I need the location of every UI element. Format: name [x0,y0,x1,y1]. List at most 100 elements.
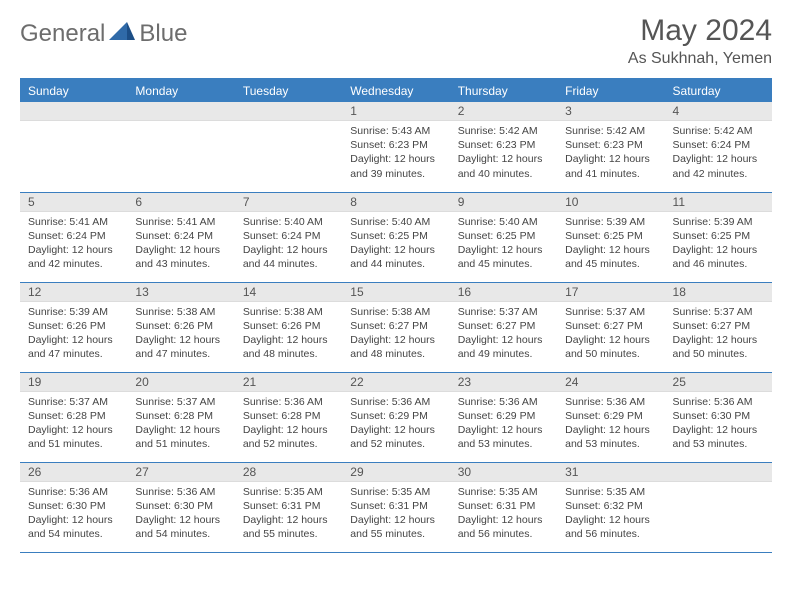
day-sunset: Sunset: 6:27 PM [565,319,656,333]
day-cell: 15 Sunrise: 5:38 AMSunset: 6:27 PMDayligh… [342,282,449,372]
day-daylight: Daylight: 12 hours and 48 minutes. [243,333,334,361]
day-number: 15 [342,283,449,302]
day-body: Sunrise: 5:36 AMSunset: 6:29 PMDaylight:… [450,392,557,456]
day-cell: 14 Sunrise: 5:38 AMSunset: 6:26 PMDayligh… [235,282,342,372]
day-daylight: Daylight: 12 hours and 52 minutes. [350,423,441,451]
day-sunrise: Sunrise: 5:36 AM [28,485,119,499]
day-sunset: Sunset: 6:27 PM [673,319,764,333]
day-daylight: Daylight: 12 hours and 51 minutes. [28,423,119,451]
day-cell: 6Sunrise: 5:41 AMSunset: 6:24 PMDaylight… [127,192,234,282]
col-header: Tuesday [235,79,342,102]
day-sunset: Sunset: 6:23 PM [565,138,656,152]
day-daylight: Daylight: 12 hours and 53 minutes. [565,423,656,451]
day-body: Sunrise: 5:37 AMSunset: 6:27 PMDaylight:… [665,302,772,366]
day-number: 11 [665,193,772,212]
day-number: 14 [235,283,342,302]
day-sunset: Sunset: 6:24 PM [673,138,764,152]
day-sunrise: Sunrise: 5:37 AM [565,305,656,319]
day-sunset: Sunset: 6:24 PM [135,229,226,243]
day-daylight: Daylight: 12 hours and 55 minutes. [350,513,441,541]
day-body: Sunrise: 5:41 AMSunset: 6:24 PMDaylight:… [127,212,234,276]
day-sunrise: Sunrise: 5:41 AM [28,215,119,229]
day-daylight: Daylight: 12 hours and 45 minutes. [458,243,549,271]
day-body: Sunrise: 5:41 AMSunset: 6:24 PMDaylight:… [20,212,127,276]
calendar-head: SundayMondayTuesdayWednesdayThursdayFrid… [20,79,772,102]
day-sunset: Sunset: 6:28 PM [28,409,119,423]
day-number: 6 [127,193,234,212]
table-row: 26Sunrise: 5:36 AMSunset: 6:30 PMDayligh… [20,462,772,552]
day-body [127,121,234,128]
day-number: 2 [450,102,557,121]
day-body: Sunrise: 5:43 AMSunset: 6:23 PMDaylight:… [342,121,449,185]
day-body: Sunrise: 5:37 AMSunset: 6:27 PMDaylight:… [557,302,664,366]
day-body: Sunrise: 5:35 AMSunset: 6:32 PMDaylight:… [557,482,664,546]
day-body [20,121,127,128]
day-number: 27 [127,463,234,482]
day-sunset: Sunset: 6:28 PM [243,409,334,423]
day-sunset: Sunset: 6:23 PM [458,138,549,152]
day-number: 18 [665,283,772,302]
day-sunset: Sunset: 6:31 PM [243,499,334,513]
day-daylight: Daylight: 12 hours and 43 minutes. [135,243,226,271]
day-cell [235,102,342,192]
day-number [665,463,772,482]
day-number [235,102,342,121]
day-number [127,102,234,121]
day-number: 29 [342,463,449,482]
day-body: Sunrise: 5:35 AMSunset: 6:31 PMDaylight:… [235,482,342,546]
day-daylight: Daylight: 12 hours and 56 minutes. [565,513,656,541]
day-sunset: Sunset: 6:29 PM [350,409,441,423]
day-number: 17 [557,283,664,302]
day-body: Sunrise: 5:39 AMSunset: 6:25 PMDaylight:… [665,212,772,276]
day-sunset: Sunset: 6:27 PM [350,319,441,333]
day-body: Sunrise: 5:40 AMSunset: 6:24 PMDaylight:… [235,212,342,276]
day-number: 9 [450,193,557,212]
logo-icon [109,19,135,37]
day-number: 25 [665,373,772,392]
day-daylight: Daylight: 12 hours and 44 minutes. [350,243,441,271]
day-sunrise: Sunrise: 5:37 AM [458,305,549,319]
day-sunrise: Sunrise: 5:39 AM [28,305,119,319]
day-cell: 4Sunrise: 5:42 AMSunset: 6:24 PMDaylight… [665,102,772,192]
day-sunrise: Sunrise: 5:40 AM [243,215,334,229]
day-number: 7 [235,193,342,212]
day-sunrise: Sunrise: 5:42 AM [673,124,764,138]
day-body: Sunrise: 5:42 AMSunset: 6:24 PMDaylight:… [665,121,772,185]
day-body: Sunrise: 5:35 AMSunset: 6:31 PMDaylight:… [342,482,449,546]
day-daylight: Daylight: 12 hours and 53 minutes. [673,423,764,451]
page-title: May 2024 [628,14,772,48]
day-body: Sunrise: 5:42 AMSunset: 6:23 PMDaylight:… [557,121,664,185]
day-number: 23 [450,373,557,392]
day-number: 4 [665,102,772,121]
day-daylight: Daylight: 12 hours and 54 minutes. [28,513,119,541]
day-sunset: Sunset: 6:26 PM [135,319,226,333]
day-sunrise: Sunrise: 5:39 AM [673,215,764,229]
day-sunrise: Sunrise: 5:42 AM [458,124,549,138]
day-cell: 7Sunrise: 5:40 AMSunset: 6:24 PMDaylight… [235,192,342,282]
day-cell: 13Sunrise: 5:38 AMSunset: 6:26 PMDayligh… [127,282,234,372]
day-sunset: Sunset: 6:24 PM [243,229,334,243]
day-daylight: Daylight: 12 hours and 39 minutes. [350,152,441,180]
day-sunset: Sunset: 6:24 PM [28,229,119,243]
day-sunset: Sunset: 6:26 PM [243,319,334,333]
day-cell: 24Sunrise: 5:36 AMSunset: 6:29 PMDayligh… [557,372,664,462]
day-number: 1 [342,102,449,121]
day-sunset: Sunset: 6:30 PM [673,409,764,423]
day-daylight: Daylight: 12 hours and 50 minutes. [565,333,656,361]
day-sunrise: Sunrise: 5:38 AM [350,305,441,319]
day-sunrise: Sunrise: 5:42 AM [565,124,656,138]
day-cell: 21Sunrise: 5:36 AMSunset: 6:28 PMDayligh… [235,372,342,462]
day-body: Sunrise: 5:42 AMSunset: 6:23 PMDaylight:… [450,121,557,185]
day-daylight: Daylight: 12 hours and 49 minutes. [458,333,549,361]
day-daylight: Daylight: 12 hours and 55 minutes. [243,513,334,541]
day-sunrise: Sunrise: 5:38 AM [243,305,334,319]
day-cell: 16Sunrise: 5:37 AMSunset: 6:27 PMDayligh… [450,282,557,372]
day-cell: 18Sunrise: 5:37 AMSunset: 6:27 PMDayligh… [665,282,772,372]
table-row: 1Sunrise: 5:43 AMSunset: 6:23 PMDaylight… [20,102,772,192]
day-daylight: Daylight: 12 hours and 48 minutes. [350,333,441,361]
day-sunrise: Sunrise: 5:36 AM [458,395,549,409]
day-sunrise: Sunrise: 5:36 AM [135,485,226,499]
day-sunset: Sunset: 6:27 PM [458,319,549,333]
day-number: 28 [235,463,342,482]
day-number: 12 [20,283,127,302]
